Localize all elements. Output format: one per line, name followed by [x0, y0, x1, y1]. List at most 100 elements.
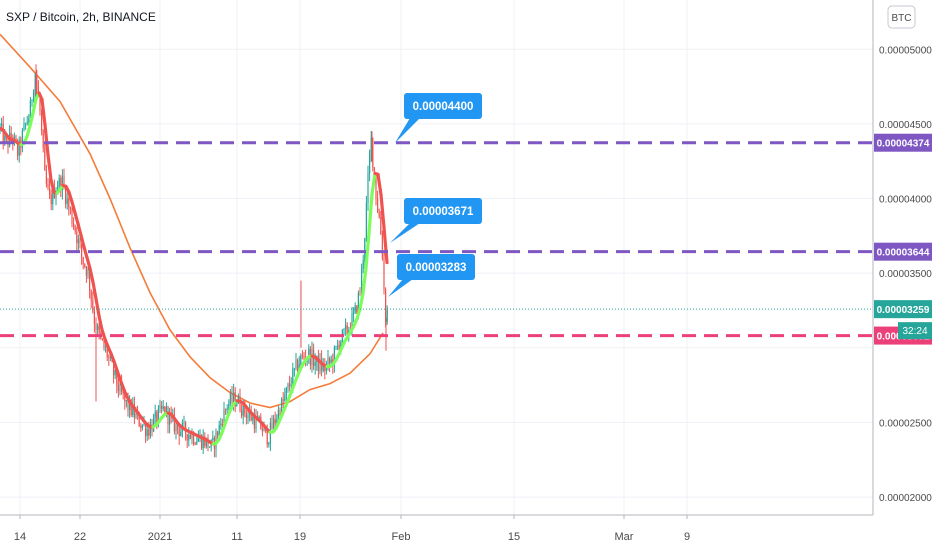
- fast-ma-segment: [49, 178, 56, 194]
- y-tick-label: 0.00002000: [879, 493, 932, 504]
- fast-ma-segment: [73, 211, 80, 226]
- candle-body: [44, 147, 46, 171]
- candle-body: [36, 74, 38, 87]
- candle-body: [60, 177, 62, 191]
- candle-body: [250, 412, 252, 421]
- candle-body: [157, 408, 159, 424]
- candle-body: [55, 191, 57, 198]
- fast-ma-segment: [25, 124, 32, 139]
- candle-body: [156, 411, 158, 424]
- candle-body: [380, 217, 382, 235]
- price-level-tag: [874, 133, 932, 152]
- candle-body: [381, 234, 383, 259]
- candle-body: [297, 359, 299, 372]
- fast-ma-segment: [97, 314, 104, 332]
- candle-body: [77, 239, 79, 243]
- candle-body: [132, 404, 134, 415]
- currency-button[interactable]: BTC: [887, 5, 916, 29]
- x-tick-label: Feb: [392, 531, 411, 543]
- candle-body: [218, 425, 220, 436]
- candle-body: [346, 325, 348, 335]
- candle-body: [31, 100, 33, 102]
- candle-body: [188, 434, 190, 441]
- callout-pointer: [395, 118, 420, 143]
- candle-body: [10, 132, 12, 138]
- candle-body: [253, 416, 255, 429]
- fast-ma-segment: [46, 153, 53, 182]
- candle-body: [15, 136, 17, 143]
- currency-button-frame[interactable]: [887, 5, 916, 29]
- x-tick-label: 9: [684, 531, 690, 543]
- candle-body: [116, 369, 118, 386]
- candle-body: [351, 313, 353, 332]
- candle-body: [284, 395, 286, 401]
- candle-body: [117, 385, 119, 392]
- candle-body: [239, 396, 241, 411]
- chart-title: SXP / Bitcoin, 2h, BINANCE: [6, 10, 156, 24]
- candle-body: [90, 290, 92, 301]
- candle-body: [74, 226, 76, 232]
- callout-box[interactable]: [397, 254, 475, 280]
- candle-body: [209, 446, 211, 448]
- x-tick-label: 2021: [148, 531, 172, 543]
- candle-body: [177, 423, 179, 429]
- candle-body: [196, 441, 198, 445]
- price-level-tag-label: 0.00004374: [877, 139, 930, 150]
- candle-body: [167, 406, 169, 425]
- candle-body: [18, 140, 20, 156]
- candle-body: [189, 434, 191, 439]
- price-axis[interactable]: 0.00005000 0.00004500 0.00004000 0.00003500…: [879, 45, 932, 504]
- fast-ma-segment: [382, 225, 389, 265]
- candle-body: [241, 410, 243, 416]
- candle-body: [175, 423, 177, 432]
- candle-body: [193, 433, 195, 444]
- time-axis[interactable]: 14 22 2021 11 19 Feb 15 Mar 9: [14, 515, 690, 543]
- candle-body: [359, 293, 361, 294]
- candle-body: [87, 269, 89, 276]
- candle-body: [345, 325, 347, 329]
- candle-body: [57, 188, 59, 192]
- callout-box[interactable]: [404, 198, 482, 224]
- fast-ma-segment: [67, 190, 74, 204]
- candle-body: [29, 100, 31, 118]
- candle-body: [225, 409, 227, 411]
- candle-body: [140, 426, 142, 428]
- candle-body: [385, 289, 387, 322]
- candle-body: [273, 418, 275, 430]
- candle-body: [324, 364, 326, 371]
- candle-body: [354, 305, 356, 312]
- candle-body: [159, 405, 161, 409]
- candle-body: [58, 177, 60, 189]
- candle-body: [50, 194, 52, 205]
- candle-body: [169, 412, 171, 425]
- candle-body: [148, 429, 150, 436]
- candle-body: [236, 403, 238, 406]
- x-tick-label: Mar: [615, 531, 634, 543]
- slow-ma-line: [0, 33, 384, 409]
- candle-body: [215, 431, 217, 449]
- candle-body: [212, 437, 214, 440]
- currency-button-label[interactable]: BTC: [892, 13, 912, 24]
- y-tick-label: 0.00002500: [879, 418, 932, 429]
- candle-body: [89, 269, 91, 291]
- candle-body: [66, 198, 68, 204]
- candle-body: [183, 422, 185, 424]
- candle-body: [85, 267, 87, 276]
- candle-body: [135, 412, 137, 418]
- price-callouts: 0.00004400 0.00003671 0.00003283: [388, 93, 482, 297]
- price-level-tag: [874, 242, 932, 261]
- candle-body: [217, 431, 219, 436]
- candle-body: [105, 346, 107, 348]
- candle-body: [124, 393, 126, 402]
- candle-body: [205, 437, 207, 447]
- candle-body: [233, 392, 235, 403]
- callout-pointer: [388, 279, 413, 297]
- candle-body: [370, 137, 372, 155]
- candle-body: [365, 202, 367, 239]
- candle-body: [45, 170, 47, 184]
- callout-box[interactable]: [404, 93, 482, 119]
- callout-label: 0.00003283: [406, 262, 467, 274]
- candle-body: [97, 325, 99, 330]
- candle-body: [375, 176, 377, 199]
